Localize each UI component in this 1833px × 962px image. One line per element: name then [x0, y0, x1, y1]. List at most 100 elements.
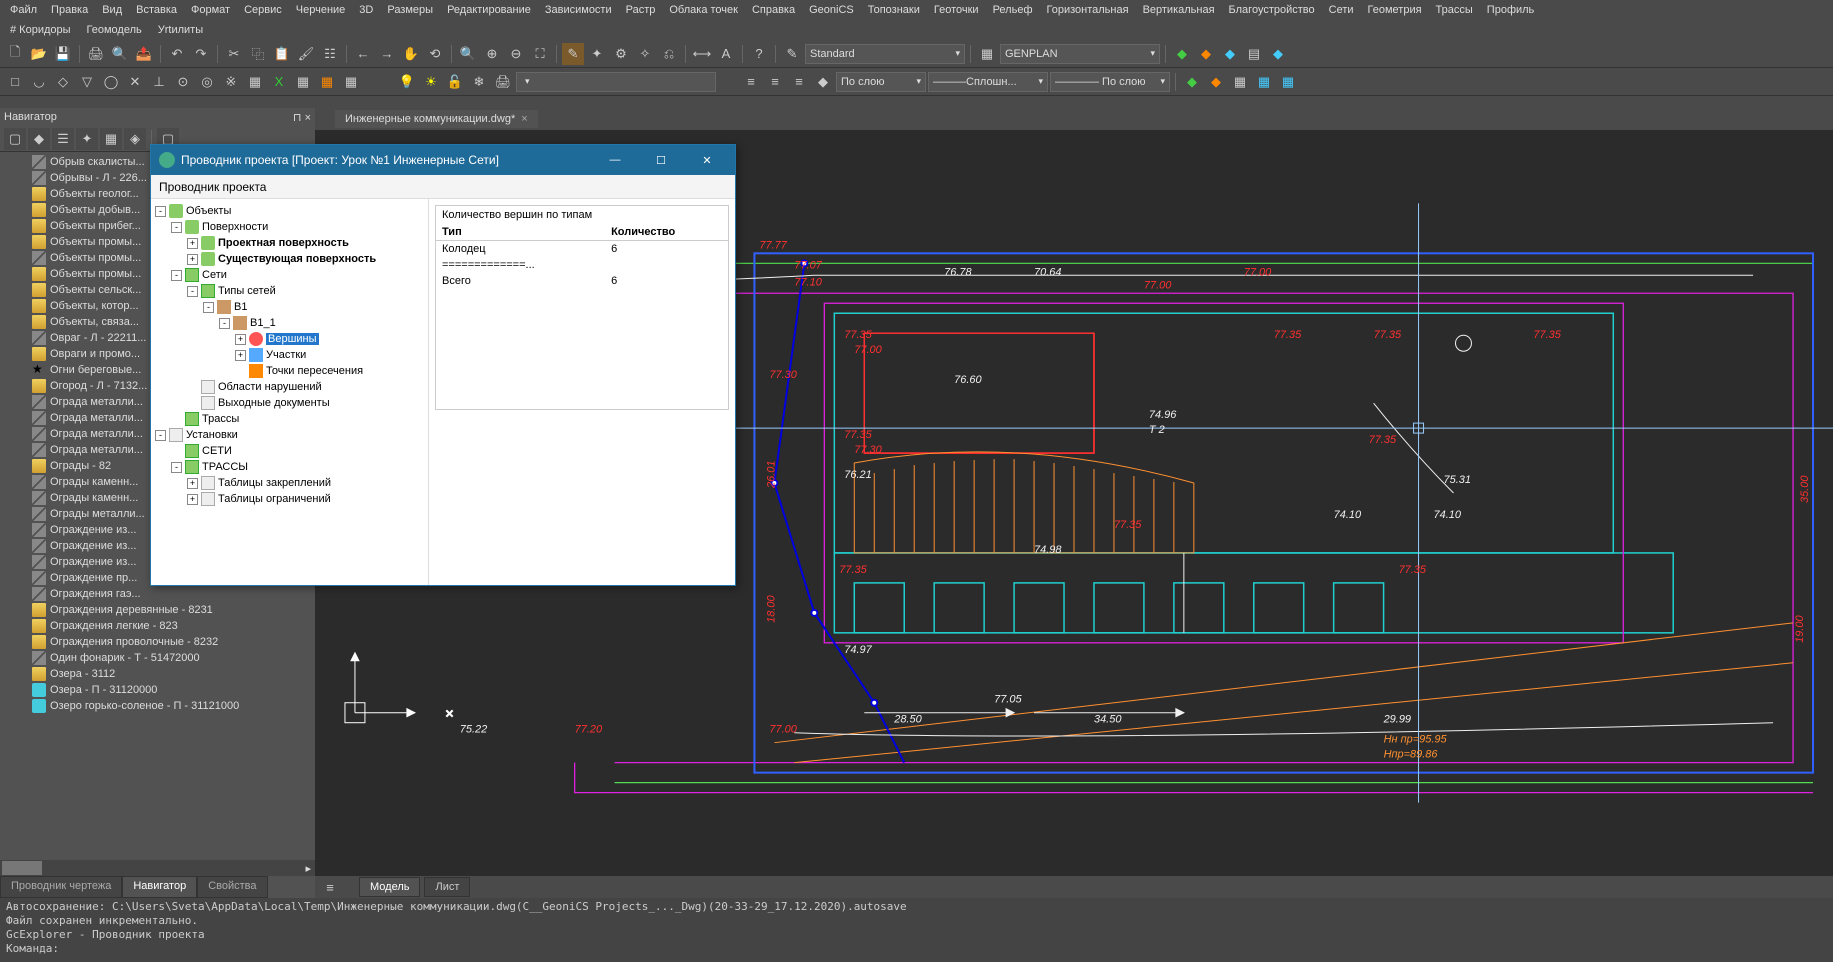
layer-combo[interactable]: GENPLAN	[1000, 44, 1160, 64]
cyan2-icon[interactable]: ◆	[1267, 43, 1289, 65]
menu-item[interactable]: Черчение	[290, 2, 352, 18]
nt2-icon[interactable]: ◆	[28, 128, 50, 150]
tree-node[interactable]: +Существующая поверхность	[155, 251, 424, 267]
osnap7-icon[interactable]: ⊥	[148, 71, 170, 93]
close-icon[interactable]: ×	[305, 112, 311, 124]
nt6-icon[interactable]: ◈	[124, 128, 146, 150]
tool3-icon[interactable]: ⎌	[658, 43, 680, 65]
bulb-icon[interactable]: 💡	[396, 71, 418, 93]
tree-node[interactable]: +Проектная поверхность	[155, 235, 424, 251]
nav-left-icon[interactable]: ←	[352, 43, 374, 65]
excel-icon[interactable]: X	[268, 71, 290, 93]
zoom-ext-icon[interactable]: ⛶	[529, 43, 551, 65]
dialog-titlebar[interactable]: Проводник проекта [Проект: Урок №1 Инжен…	[151, 145, 735, 175]
freeze-icon[interactable]: ❄	[468, 71, 490, 93]
open-icon[interactable]: 📂	[28, 43, 50, 65]
undo-icon[interactable]: ↶	[166, 43, 188, 65]
project-tree[interactable]: -Объекты-Поверхности+Проектная поверхнос…	[151, 199, 429, 585]
menu-item[interactable]: Вертикальная	[1137, 2, 1221, 18]
gtool5-icon[interactable]: ▦	[1277, 71, 1299, 93]
expand-icon[interactable]: +	[187, 254, 198, 265]
style-icon[interactable]: ✎	[781, 43, 803, 65]
menu-item[interactable]: 3D	[353, 2, 379, 18]
menu-item[interactable]: Геомодель	[81, 22, 148, 38]
cyan-icon[interactable]: ◆	[1219, 43, 1241, 65]
tree-node[interactable]: Выходные документы	[155, 395, 424, 411]
command-console[interactable]: Автосохранение: C:\Users\Sveta\AppData\L…	[0, 898, 1833, 962]
expand-icon[interactable]: -	[171, 462, 182, 473]
expand-icon[interactable]: -	[155, 206, 166, 217]
menu-item[interactable]: Зависимости	[539, 2, 618, 18]
menu-item[interactable]: Редактирование	[441, 2, 537, 18]
minimize-button[interactable]: —	[595, 149, 635, 171]
osnap3-icon[interactable]: ◇	[52, 71, 74, 93]
nt3-icon[interactable]: ☰	[52, 128, 74, 150]
menu-item[interactable]: Размеры	[381, 2, 439, 18]
tree-node[interactable]: -В1	[155, 299, 424, 315]
menu-item[interactable]: GeoniCS	[803, 2, 860, 18]
navigator-item[interactable]: Озера - 3112	[2, 666, 313, 682]
text-icon[interactable]: A	[715, 43, 737, 65]
nt1-icon[interactable]: ▢	[4, 128, 26, 150]
navigator-tab[interactable]: Свойства	[197, 876, 267, 898]
tree-node[interactable]: СЕТИ	[155, 443, 424, 459]
preview-icon[interactable]: 🔍	[109, 43, 131, 65]
expand-icon[interactable]: -	[187, 286, 198, 297]
paste-icon[interactable]: 📋	[271, 43, 293, 65]
lw3-icon[interactable]: ≡	[788, 71, 810, 93]
navigator-tab[interactable]: Навигатор	[122, 876, 197, 898]
grid2-icon[interactable]: ▦	[316, 71, 338, 93]
text-style-combo[interactable]: Standard	[805, 44, 965, 64]
cut-icon[interactable]: ✂	[223, 43, 245, 65]
zoom-in-icon[interactable]: ⊕	[481, 43, 503, 65]
close-tab-icon[interactable]: ×	[521, 113, 527, 125]
navigator-item[interactable]: Озеро горько-соленое - П - 31121000	[2, 698, 313, 714]
new-icon[interactable]: 🗋	[4, 43, 26, 65]
expand-icon[interactable]: -	[155, 430, 166, 441]
props-icon[interactable]: ☷	[319, 43, 341, 65]
tree-node[interactable]: -Сети	[155, 267, 424, 283]
nt5-icon[interactable]: ▦	[100, 128, 122, 150]
gtool2-icon[interactable]: ◆	[1205, 71, 1227, 93]
sheet-tab[interactable]: Лист	[424, 877, 470, 897]
layer-icon[interactable]: ▦	[976, 43, 998, 65]
menu-item[interactable]: Уrtилиты	[152, 22, 209, 38]
menu-item[interactable]: Правка	[45, 2, 94, 18]
menu-item[interactable]: Геометрия	[1362, 2, 1428, 18]
osnap1-icon[interactable]: □	[4, 71, 26, 93]
tree-node[interactable]: +Вершины	[155, 331, 424, 347]
publish-icon[interactable]: 📤	[133, 43, 155, 65]
lineweight-combo[interactable]: ———— По слою	[1050, 72, 1170, 92]
gtool3-icon[interactable]: ▦	[1229, 71, 1251, 93]
maximize-button[interactable]: ☐	[641, 149, 681, 171]
tab-nav-icon[interactable]: ≡	[319, 876, 341, 898]
osnap10-icon[interactable]: ※	[220, 71, 242, 93]
menu-item[interactable]: Облака точек	[663, 2, 744, 18]
gtool1-icon[interactable]: ◆	[1181, 71, 1203, 93]
menu-item[interactable]: Справка	[746, 2, 801, 18]
nt4-icon[interactable]: ✦	[76, 128, 98, 150]
help-icon[interactable]: ?	[748, 43, 770, 65]
config-icon[interactable]: ✦	[586, 43, 608, 65]
menu-item[interactable]: # Коридоры	[4, 22, 77, 38]
menu-item[interactable]: Трассы	[1430, 2, 1479, 18]
zoom-window-icon[interactable]: 🔍	[457, 43, 479, 65]
gtool4-icon[interactable]: ▦	[1253, 71, 1275, 93]
model-tab[interactable]: Модель	[359, 877, 420, 897]
navigator-item[interactable]: Один фонарик - Т - 51472000	[2, 650, 313, 666]
menu-item[interactable]: Геоточки	[928, 2, 985, 18]
layer-state-combo[interactable]	[516, 72, 716, 92]
expand-icon[interactable]: -	[171, 270, 182, 281]
save-icon[interactable]: 💾	[52, 43, 74, 65]
copy-icon[interactable]: ⿻	[247, 43, 269, 65]
tool-icon[interactable]: ⚙	[610, 43, 632, 65]
tree-node[interactable]: -Установки	[155, 427, 424, 443]
tree-node[interactable]: Трассы	[155, 411, 424, 427]
navigator-item[interactable]: Ограждения легкие - 823	[2, 618, 313, 634]
print-icon[interactable]: 🖨	[85, 43, 107, 65]
menu-item[interactable]: Растр	[620, 2, 662, 18]
osnap5-icon[interactable]: ◯	[100, 71, 122, 93]
navigator-tab[interactable]: Проводник чертежа	[0, 876, 122, 898]
grid3-icon[interactable]: ▦	[340, 71, 362, 93]
tree-node[interactable]: -ТРАССЫ	[155, 459, 424, 475]
